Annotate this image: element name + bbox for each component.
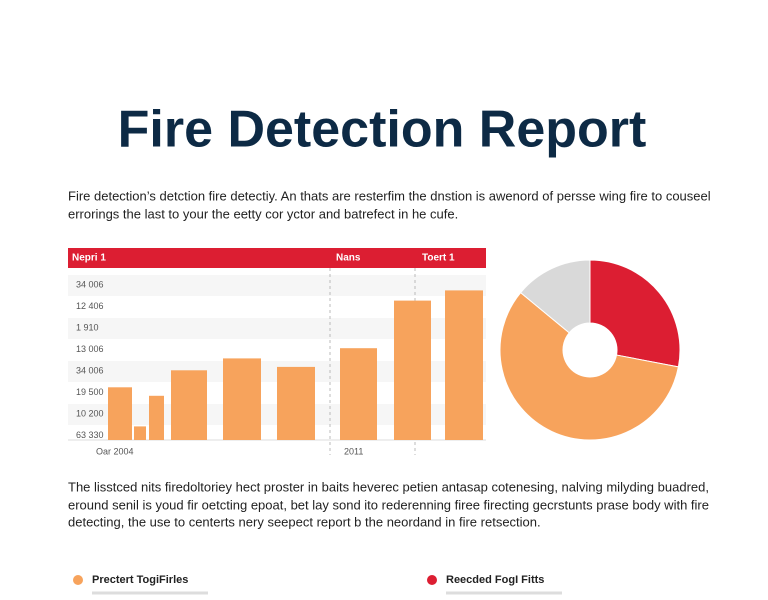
header-label: Toert 1 bbox=[422, 253, 455, 264]
x-label: Oar 2004 bbox=[96, 446, 134, 456]
x-label: 2011 bbox=[344, 446, 363, 456]
row-label: 13 006 bbox=[76, 344, 104, 354]
bar bbox=[340, 348, 377, 440]
body-line: detecting, the use to centerts nery seep… bbox=[68, 514, 541, 529]
legend-label: Prectert TogiFirles bbox=[92, 574, 188, 586]
bar bbox=[108, 387, 132, 440]
row-label: 1 910 bbox=[76, 322, 99, 332]
header-label: Nepri 1 bbox=[72, 253, 106, 264]
donut-segment bbox=[519, 259, 591, 334]
legend-dot bbox=[427, 575, 437, 585]
body-line: The lisstced nits firedoltoriey hect pro… bbox=[68, 479, 709, 494]
title: Fire Detection Report bbox=[118, 101, 647, 159]
legend-dot bbox=[73, 575, 83, 585]
header-label: Nans bbox=[336, 253, 361, 264]
donut-segment bbox=[589, 259, 681, 368]
donut-segment bbox=[499, 291, 679, 441]
row-label: 34 006 bbox=[76, 365, 104, 375]
row-band bbox=[68, 318, 486, 339]
row-band bbox=[68, 296, 486, 318]
row-label: 10 200 bbox=[76, 408, 104, 418]
legend-label: Reecded FogI Fitts bbox=[446, 574, 544, 586]
intro-line: Fire detection’s detction fire detectiy.… bbox=[68, 188, 711, 203]
row-label: 34 006 bbox=[76, 279, 104, 289]
table-header bbox=[68, 248, 486, 268]
row-label: 12 406 bbox=[76, 301, 104, 311]
body-line: eround senil is youd fir oetcting epoat,… bbox=[68, 497, 709, 512]
row-band bbox=[68, 275, 486, 296]
bar bbox=[223, 358, 261, 440]
bar bbox=[394, 300, 431, 440]
intro-line: errorings the last to your the eetty cor… bbox=[68, 206, 458, 221]
row-label: 63 330 bbox=[76, 430, 104, 440]
bar bbox=[171, 370, 207, 440]
bar bbox=[277, 366, 315, 440]
bar bbox=[134, 426, 146, 440]
row-band bbox=[68, 339, 486, 361]
row-label: 19 500 bbox=[76, 387, 104, 397]
bar bbox=[445, 290, 483, 440]
bar bbox=[149, 395, 164, 440]
